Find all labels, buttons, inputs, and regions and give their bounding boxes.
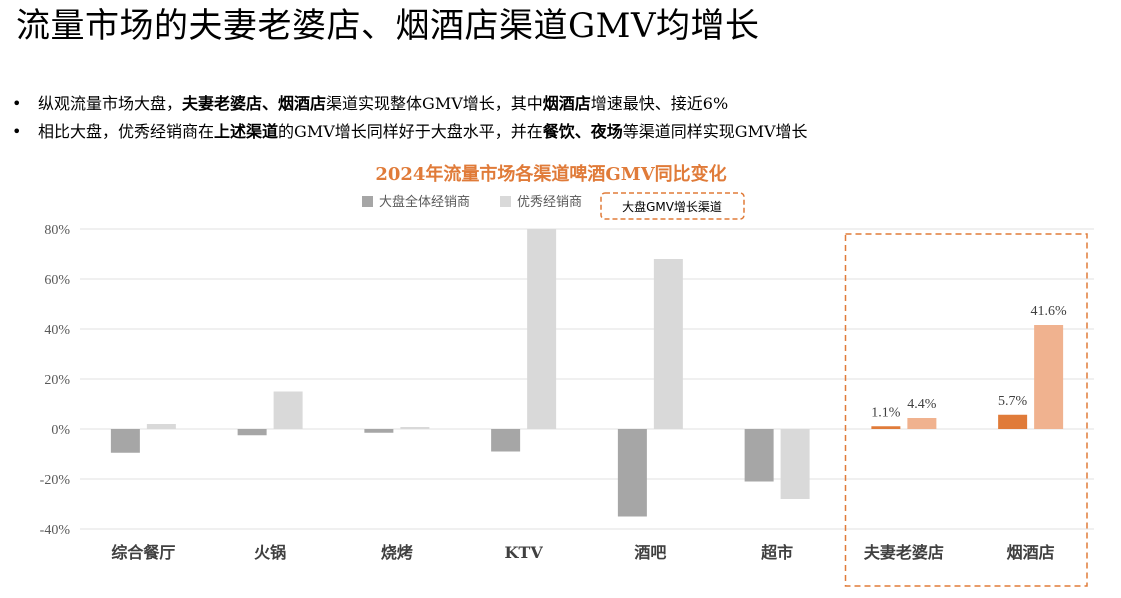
x-category-label: 综合餐厅	[111, 543, 175, 562]
legend-highlight-box	[600, 192, 745, 220]
bullet-list: • 纵观流量市场大盘，夫妻老婆店、烟酒店渠道实现整体GMV增长，其中烟酒店增速最快…	[12, 90, 1112, 146]
bar-market	[744, 429, 774, 482]
bar-market	[871, 426, 901, 429]
x-axis-categories: 综合餐厅 火锅 烧烤 KTV 酒吧 超市 夫妻老婆店 烟酒店	[111, 543, 1054, 562]
data-label: 41.6%	[1031, 304, 1068, 319]
bar-market	[110, 429, 140, 453]
x-category-label: 酒吧	[634, 543, 666, 562]
bar-excellent	[780, 429, 810, 499]
bar-market	[364, 429, 394, 433]
bullet-dot-icon: •	[12, 122, 22, 141]
bullet-2-part-3: 的GMV增长同样好于大盘水平，并在	[278, 122, 543, 141]
bar-market	[998, 414, 1028, 429]
bar-excellent	[146, 424, 176, 429]
x-category-label: 夫妻老婆店	[864, 543, 944, 562]
legend-swatch-excellent	[500, 196, 511, 207]
bullet-2-part-4: 餐饮、夜场	[542, 122, 623, 141]
highlight-channel-box	[844, 233, 1088, 587]
bar-market	[617, 429, 647, 517]
x-category-label: 烟酒店	[1007, 543, 1055, 562]
bar-excellent	[273, 391, 303, 429]
bar-excellent	[1034, 325, 1064, 429]
bullet-1-part-2: 夫妻老婆店、烟酒店	[182, 94, 327, 113]
chart-title: 2024年流量市场各渠道啤酒GMV同比变化	[375, 163, 726, 185]
bullet-dot-icon: •	[12, 94, 22, 113]
chart-gridlines	[80, 228, 1094, 530]
legend-label-excellent: 优秀经销商	[517, 195, 582, 210]
y-tick-label: -20%	[40, 473, 71, 488]
bullet-2-part-2: 上述渠道	[214, 122, 279, 141]
bar-excellent	[527, 229, 557, 429]
bar-market	[491, 429, 521, 452]
bullet-2-part-5: 等渠道同样实现GMV增长	[622, 122, 808, 141]
chart-data-labels: 1.1% 4.4% 5.7% 41.6%	[871, 304, 1067, 420]
y-tick-label: -40%	[40, 523, 71, 538]
bar-excellent	[653, 259, 683, 429]
data-label: 4.4%	[907, 397, 937, 412]
bullet-1-part-4: 烟酒店	[542, 94, 591, 113]
y-tick-label: 20%	[44, 373, 70, 388]
y-tick-label: 40%	[44, 323, 70, 338]
x-category-label: 火锅	[254, 543, 286, 562]
y-tick-label: 60%	[44, 273, 70, 288]
bullet-item-1: • 纵观流量市场大盘，夫妻老婆店、烟酒店渠道实现整体GMV增长，其中烟酒店增速最快…	[12, 90, 1112, 118]
y-tick-label: 80%	[44, 223, 70, 238]
bullet-1-part-5: 增速最快、接近6%	[590, 94, 729, 113]
bullet-1-part-1: 纵观流量市场大盘，	[38, 94, 183, 113]
y-axis-ticks: 80% 60% 40% 20% 0% -20% -40%	[40, 223, 71, 538]
gmv-bar-chart: 2024年流量市场各渠道啤酒GMV同比变化 大盘全体经销商 优秀经销商 大盘GM…	[40, 163, 1094, 587]
y-tick-label: 0%	[51, 423, 70, 438]
legend-label-market: 大盘全体经销商	[379, 194, 470, 210]
bullet-item-2: • 相比大盘，优秀经销商在上述渠道的GMV增长同样好于大盘水平，并在餐饮、夜场等渠…	[12, 118, 1112, 146]
x-category-label: 烧烤	[381, 543, 413, 562]
data-label: 1.1%	[871, 405, 901, 420]
x-category-label: 超市	[760, 543, 793, 562]
bar-market	[237, 429, 267, 436]
chart-bars	[110, 229, 1064, 517]
bullet-2-part-1: 相比大盘，优秀经销商在	[38, 122, 215, 141]
bar-excellent	[907, 418, 937, 429]
bar-excellent	[400, 427, 430, 429]
x-category-label: KTV	[505, 543, 544, 562]
data-label: 5.7%	[998, 394, 1028, 409]
bullet-1-part-3: 渠道实现整体GMV增长，其中	[326, 94, 543, 113]
page-title: 流量市场的夫妻老婆店、烟酒店渠道GMV均增长	[16, 6, 760, 46]
legend-swatch-market	[362, 196, 373, 207]
legend-label-highlight: 大盘GMV增长渠道	[622, 199, 722, 214]
